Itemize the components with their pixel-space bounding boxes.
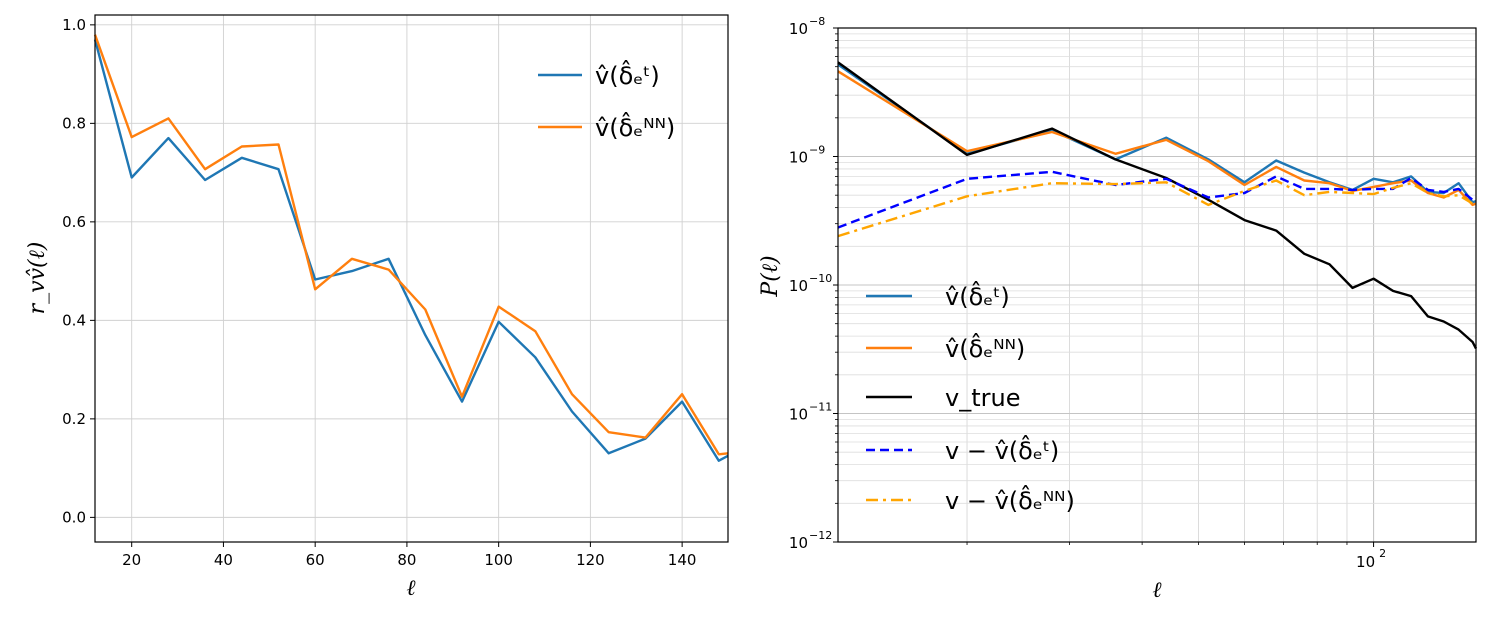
right-grid <box>838 27 1476 543</box>
left-xtick-label: 60 <box>306 551 325 569</box>
left-xtick-label: 80 <box>397 551 416 569</box>
left-xtick-label: 140 <box>668 551 697 569</box>
right-ytick-label-base: 10 <box>789 149 808 167</box>
right-ytick-label-base: 10 <box>789 277 808 295</box>
right-xtick-label-exp: 2 <box>1379 547 1386 560</box>
right-legend-label-1: v̂(δ̂ₑᴺᴺ) <box>945 333 1025 363</box>
right-ytick-label-base: 10 <box>789 406 808 424</box>
left-panel-correlation: 20 40 60 80 100 120 140 0.0 0.2 0.4 0.6 0.8 1.0 ℓ r_… <box>25 14 729 601</box>
right-legend-label-4: v − v̂(δ̂ₑᴺᴺ) <box>945 485 1075 515</box>
left-plot-frame <box>94 14 729 543</box>
right-ytick-label-exp: −12 <box>809 529 832 542</box>
right-xtick-label-base: 10 <box>1356 553 1375 571</box>
left-grid <box>95 15 728 542</box>
left-ytick-label: 0.0 <box>62 508 86 526</box>
left-ticks: 20 40 60 80 100 120 140 0.0 0.2 0.4 0.6 0.8 1.0 <box>62 16 696 569</box>
right-series-line-2 <box>837 61 1478 350</box>
left-ytick-label: 0.8 <box>62 114 86 132</box>
right-ytick-label-exp: −10 <box>809 272 832 285</box>
left-xtick-label: 20 <box>122 551 141 569</box>
right-ylabel: P(ℓ) <box>758 255 783 297</box>
left-ytick-label: 0.2 <box>62 410 86 428</box>
left-series-line-1 <box>93 34 729 456</box>
left-series <box>93 34 729 462</box>
left-xlabel: ℓ <box>406 576 416 601</box>
left-xtick-label: 40 <box>214 551 233 569</box>
right-ytick-label-base: 10 <box>789 534 808 552</box>
right-legend: v̂(δ̂ₑᵗ) v̂(δ̂ₑᴺᴺ) v_true v − v̂(δ̂ₑᵗ) v… <box>866 281 1075 515</box>
right-legend-label-3: v − v̂(δ̂ₑᵗ) <box>945 435 1059 465</box>
right-ytick-label-exp: −9 <box>809 144 825 157</box>
left-xtick-label: 100 <box>484 551 513 569</box>
left-legend-label-1: v̂(δ̂ₑᴺᴺ) <box>595 112 675 142</box>
left-legend-label-0: v̂(δ̂ₑᵗ) <box>595 60 660 90</box>
right-ytick-label-base: 10 <box>789 20 808 38</box>
right-series-line-4 <box>837 179 1476 238</box>
right-xlabel: ℓ <box>1152 578 1162 603</box>
left-xtick-label: 120 <box>576 551 605 569</box>
left-ylabel: r_vv̂(ℓ) <box>25 242 50 315</box>
left-legend: v̂(δ̂ₑᵗ) v̂(δ̂ₑᴺᴺ) <box>538 60 675 142</box>
right-legend-label-0: v̂(δ̂ₑᵗ) <box>945 281 1010 311</box>
right-ytick-label-exp: −8 <box>809 15 825 28</box>
left-ytick-label: 0.4 <box>62 311 86 329</box>
right-ytick-label-exp: −11 <box>809 401 832 414</box>
left-series-line-0 <box>93 39 729 462</box>
right-legend-label-2: v_true <box>945 384 1020 412</box>
left-ytick-label: 0.6 <box>62 213 86 231</box>
left-ytick-label: 1.0 <box>62 16 86 34</box>
right-series <box>837 61 1478 350</box>
